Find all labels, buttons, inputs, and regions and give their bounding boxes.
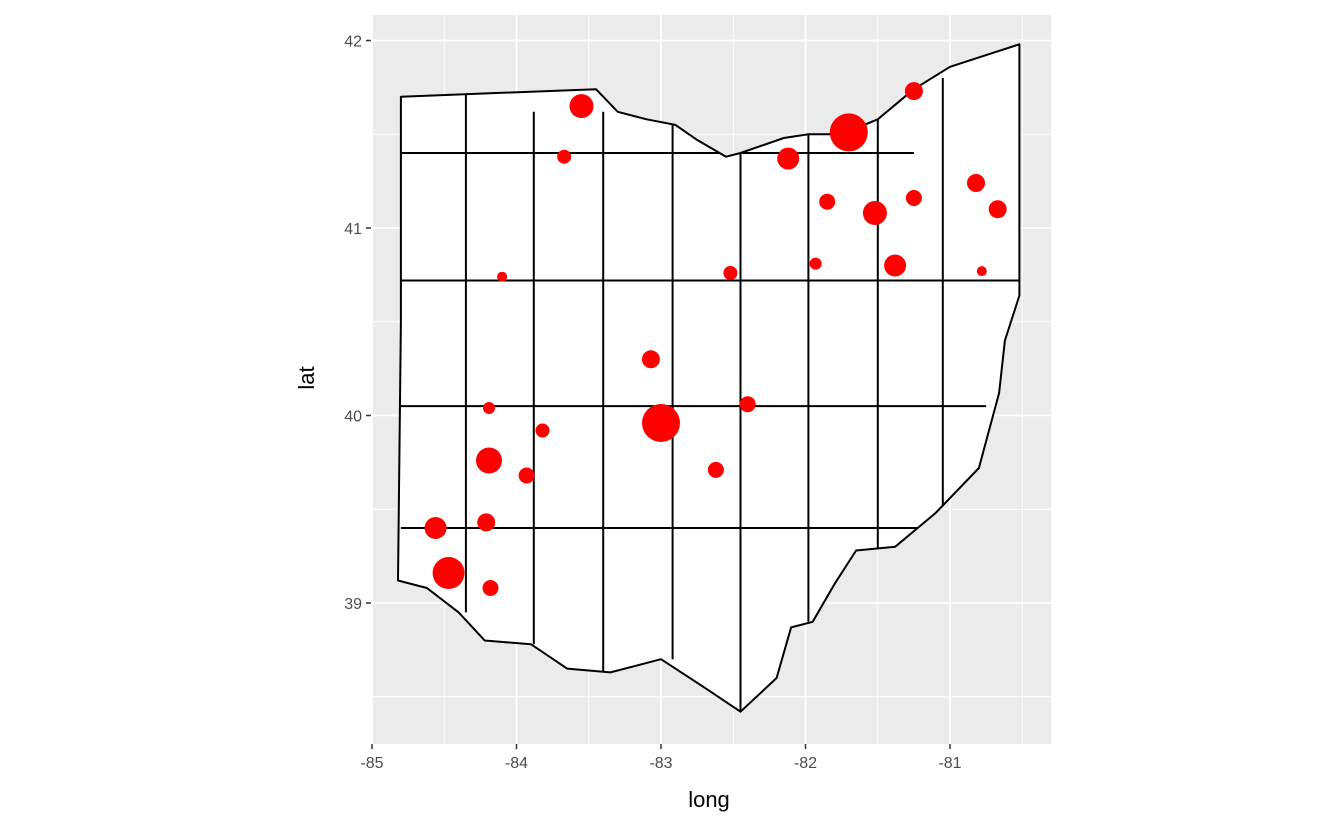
x-tick-label: -82 [794,755,817,772]
data-point [862,201,887,225]
data-point [777,147,800,170]
data-point [904,82,923,101]
y-tick-label: 39 [344,596,362,613]
x-tick-label: -81 [938,755,961,772]
data-point [809,257,822,270]
x-tick-label: -83 [649,755,672,772]
data-point [483,402,495,414]
data-point [482,580,499,596]
data-point [976,266,987,277]
y-axis-title: lat [294,366,319,389]
data-point [518,467,535,484]
x-tick-label: -84 [505,755,528,772]
y-axis: 39 40 41 42 [344,34,371,613]
y-tick-label: 42 [344,34,362,51]
data-point [905,190,922,206]
state-outline [397,43,1021,713]
data-point [557,149,572,164]
data-point [819,193,836,210]
data-point [723,266,738,280]
data-point [707,461,724,478]
x-tick-label: -85 [360,755,383,772]
data-point [432,557,465,589]
data-point [739,396,756,413]
x-axis: -85 -84 -83 -82 -81 [360,744,962,772]
data-point [424,517,447,539]
y-tick-label: 40 [344,409,362,426]
data-points [424,82,1007,596]
data-point [477,513,496,532]
data-point [829,113,868,152]
data-point [497,271,508,282]
data-point [569,94,594,119]
data-point [476,447,502,474]
data-point [641,350,660,369]
x-axis-title: long [688,787,730,812]
data-point [884,254,907,277]
y-tick-label: 41 [344,221,362,238]
data-point [988,200,1007,219]
data-point [967,174,985,192]
data-point [642,404,680,442]
data-point [535,423,550,438]
